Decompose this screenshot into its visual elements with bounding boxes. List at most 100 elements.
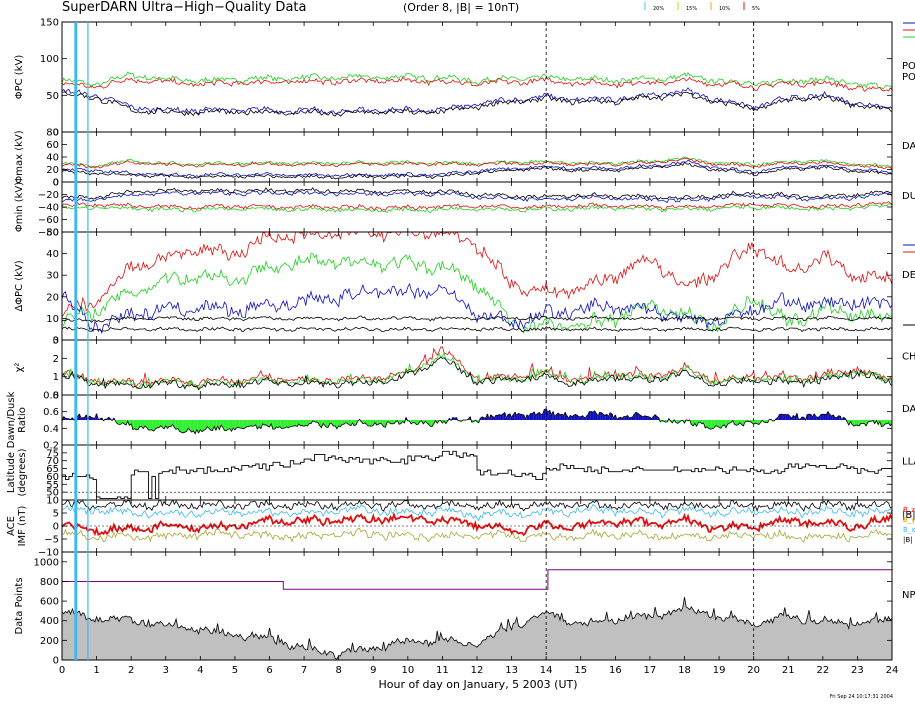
y-tick-label: 30 [46, 271, 59, 282]
npnt-step-line [62, 569, 892, 590]
side-label: DU [902, 191, 915, 202]
series-line [62, 201, 892, 211]
y-tick-label: 0.6 [43, 407, 59, 418]
x-tick-label: 4 [197, 665, 203, 676]
series-line [62, 157, 892, 170]
series-line [62, 87, 892, 115]
panel-4: 0 1 2 3 χ² CH [14, 336, 915, 402]
side-label: NP [902, 590, 915, 601]
panel-frame [61, 231, 893, 341]
side-label: CH [902, 352, 915, 363]
y-axis-label: Dawn/Dusk [6, 391, 17, 448]
x-tick-label: 16 [609, 665, 622, 676]
y-tick-label: 800 [40, 577, 59, 588]
x-tick-label: 21 [782, 665, 795, 676]
y-axis-label: Φmax (kV) [14, 130, 25, 183]
side-label: LLA [902, 457, 915, 468]
y-axis-label: IMF (nT) [17, 506, 28, 547]
series-line [62, 326, 892, 333]
x-tick-label: 8 [335, 665, 341, 676]
legend-label: 15% [686, 6, 697, 12]
y-axis-label: (degrees) [17, 448, 28, 496]
y-tick-label: 70 [46, 456, 59, 467]
panel-plot-area [62, 500, 892, 543]
series-line [62, 527, 892, 543]
y-tick-label: 0 [53, 656, 59, 667]
panel-frame [61, 339, 893, 396]
x-tick-label: 2 [128, 665, 134, 676]
x-tick-label: 1 [93, 665, 99, 676]
panel-3: 0 10 20 30 40 50 ΔΦPC (kV) DE [14, 228, 915, 347]
panel-plot-area [62, 71, 892, 117]
y-tick-label: −40 [38, 203, 59, 214]
y-tick-label: 5 [53, 509, 59, 520]
y-tick-label: 0 [53, 178, 59, 189]
series-line [62, 352, 892, 389]
y-tick-label: 0 [53, 391, 59, 402]
y-tick-label: −80 [38, 228, 59, 239]
y-tick-label: 0.8 [43, 391, 59, 402]
x-tick-label: 17 [644, 665, 657, 676]
y-tick-label: 40 [46, 249, 59, 260]
series-line [62, 161, 892, 180]
time-markers [74, 22, 755, 660]
y-axis-label: Φmin (kV) [14, 182, 25, 232]
plot-subtitle: (Order 8, |B| = 10nT) [403, 1, 519, 14]
series-line [62, 346, 892, 387]
y-tick-label: 75 [46, 448, 59, 459]
y-tick-label: 20 [46, 165, 59, 176]
side-label: DAY [902, 404, 915, 415]
imf-legend-label: B_y [903, 516, 915, 524]
legend: 20% 15% 10% 5% [644, 2, 915, 326]
panel-frame [61, 131, 893, 183]
data-points-area [62, 597, 892, 660]
timestamp-label: Fri Sep 24 10:17:31 2004 [830, 694, 893, 700]
panel-plot-area [62, 232, 892, 335]
plot-title: SuperDARN Ultra−High−Quality Data [62, 0, 306, 15]
panel-plot-area [62, 569, 892, 660]
y-tick-label: 60 [46, 472, 59, 483]
y-tick-label: −20 [38, 190, 59, 201]
y-tick-label: −10 [38, 548, 59, 559]
x-tick-label: 22 [816, 665, 829, 676]
x-tick-label: 23 [851, 665, 864, 676]
y-tick-label: 40 [46, 153, 59, 164]
y-tick-label: 2 [53, 354, 59, 365]
x-tick-label: 13 [505, 665, 518, 676]
y-tick-label: 0.2 [43, 441, 59, 452]
series-line [62, 232, 892, 318]
y-axis-label: Ratio [17, 407, 28, 433]
side-label: DAY [902, 141, 915, 152]
side-label: DE [902, 270, 915, 281]
x-tick-label: 3 [163, 665, 169, 676]
x-tick-label: 19 [713, 665, 726, 676]
y-axis-label: ΔΦPC (kV) [14, 260, 25, 311]
y-tick-label: −60 [38, 215, 59, 226]
y-tick-label: 200 [40, 636, 59, 647]
series-line [62, 190, 892, 204]
imf-legend-label: B_x [903, 526, 915, 534]
y-axis-label: χ² [14, 363, 25, 373]
y-axis-label: ACE [6, 516, 17, 536]
series-line [62, 315, 892, 323]
panel-plot-area [62, 156, 892, 180]
y-tick-label: 20 [46, 292, 59, 303]
y-tick-label: 0 [53, 178, 59, 189]
y-tick-label: 0 [53, 336, 59, 347]
x-tick-label: 5 [232, 665, 238, 676]
y-axis-label: Data Points [14, 577, 25, 634]
y-tick-label: −5 [44, 535, 59, 546]
panel-frame [61, 21, 893, 133]
panel-plot-area [62, 408, 892, 435]
y-axis-label: Latitude [6, 452, 17, 493]
x-tick-label: 24 [886, 665, 899, 676]
y-tick-label: 50 [46, 228, 59, 239]
